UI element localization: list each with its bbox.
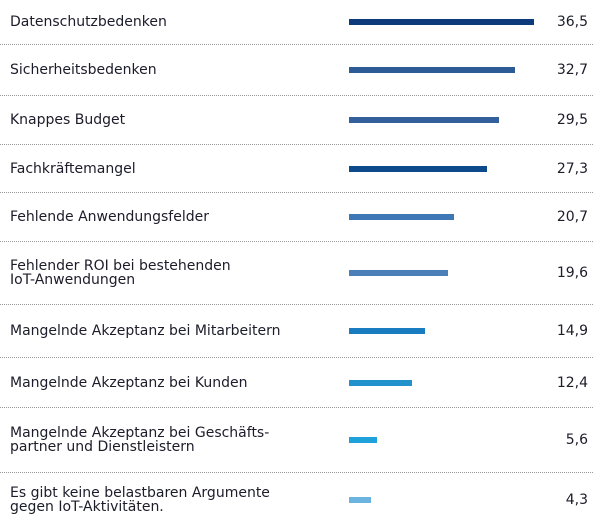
value-label: 5,6 xyxy=(565,432,588,448)
category-label: Fehlende Anwendungsfelder xyxy=(10,209,209,225)
category-label: Datenschutzbedenken xyxy=(10,14,167,30)
value-label: 4,3 xyxy=(565,492,588,508)
bar xyxy=(349,165,488,172)
row: Sicherheitsbedenken 32,7 xyxy=(0,45,593,96)
row: Fehlende Anwendungsfelder 20,7 xyxy=(0,193,593,242)
value-label: 29,5 xyxy=(556,112,588,128)
value-label: 36,5 xyxy=(556,14,588,30)
value-label: 12,4 xyxy=(556,374,588,391)
category-label: Es gibt keine belastbaren Argumente gege… xyxy=(10,485,270,515)
row: Datenschutzbedenken 36,5 xyxy=(0,0,593,45)
value-label: 20,7 xyxy=(556,209,588,225)
row: Fachkräftemangel 27,3 xyxy=(0,145,593,193)
row: Mangelnde Akzeptanz bei Geschäfts- partn… xyxy=(0,408,593,473)
bar xyxy=(349,270,449,276)
row: Mangelnde Akzeptanz bei Kunden 12,4 xyxy=(0,358,593,408)
bar xyxy=(349,497,371,503)
value-label: 32,7 xyxy=(556,62,588,78)
category-label: Fehlender ROI bei bestehenden IoT-Anwend… xyxy=(10,258,231,288)
value-label: 19,6 xyxy=(556,265,588,281)
category-label: Mangelnde Akzeptanz bei Kunden xyxy=(10,374,248,391)
category-label: Mangelnde Akzeptanz bei Mitarbeitern xyxy=(10,323,281,339)
row: Knappes Budget 29,5 xyxy=(0,96,593,145)
bar xyxy=(349,67,515,73)
row: Es gibt keine belastbaren Argumente gege… xyxy=(0,473,593,527)
category-label: Fachkräftemangel xyxy=(10,160,136,177)
bar xyxy=(349,214,454,220)
bar xyxy=(349,437,378,443)
row: Fehlender ROI bei bestehenden IoT-Anwend… xyxy=(0,242,593,305)
category-label: Knappes Budget xyxy=(10,112,126,128)
bar xyxy=(349,379,412,386)
category-label: Sicherheitsbedenken xyxy=(10,62,157,78)
value-label: 27,3 xyxy=(556,160,588,177)
bar xyxy=(349,117,499,123)
value-label: 14,9 xyxy=(556,323,588,339)
bar xyxy=(349,328,425,334)
row: Mangelnde Akzeptanz bei Mitarbeitern 14,9 xyxy=(0,305,593,358)
category-label: Mangelnde Akzeptanz bei Geschäfts- partn… xyxy=(10,425,270,455)
bar xyxy=(349,19,535,25)
